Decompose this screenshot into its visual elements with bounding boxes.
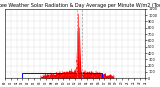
Title: Milwaukee Weather Solar Radiation & Day Average per Minute W/m2 (Today): Milwaukee Weather Solar Radiation & Day … [0, 3, 160, 8]
Bar [22, 73, 102, 78]
